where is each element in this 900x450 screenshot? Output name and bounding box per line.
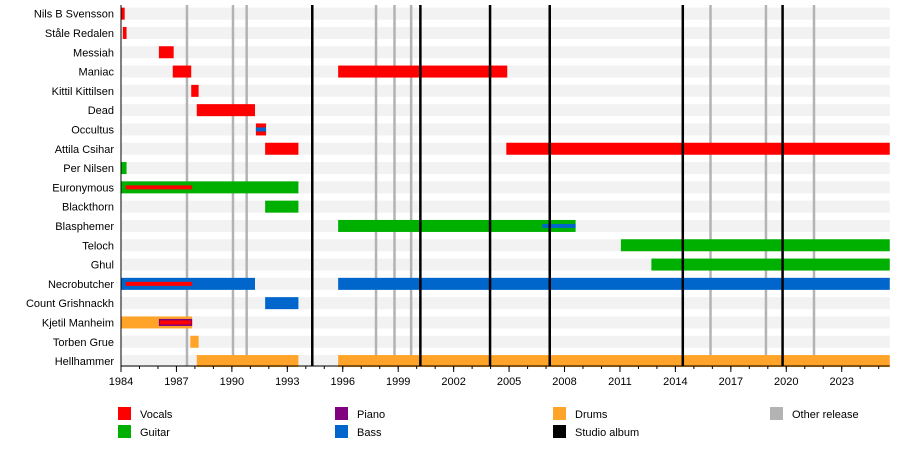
member-bar	[122, 26, 127, 39]
x-tick-label: 1984	[109, 376, 133, 388]
member-label: Occultus	[71, 124, 114, 136]
member-bar	[190, 335, 199, 348]
member-bar	[338, 277, 890, 290]
row-background	[121, 200, 890, 213]
row-background	[121, 123, 890, 136]
row-background	[121, 46, 890, 59]
member-label: Blackthorn	[62, 202, 114, 214]
member-bar	[620, 239, 890, 252]
member-bar	[265, 142, 299, 155]
member-label: Ghul	[91, 260, 114, 272]
x-tick-label: 2008	[552, 376, 576, 388]
member-label: Attila Csihar	[55, 144, 115, 156]
member-label: Per Nilsen	[63, 163, 114, 175]
x-tick-label: 1990	[220, 376, 244, 388]
member-bar	[172, 65, 192, 78]
member-stripe-inner	[159, 320, 192, 325]
row-background	[121, 297, 890, 310]
legend-swatch	[335, 425, 348, 438]
member-stripe	[125, 281, 193, 286]
legend-swatch	[118, 407, 131, 420]
legend-label: Piano	[357, 409, 385, 421]
row-background	[121, 316, 890, 329]
legend-label: Studio album	[575, 427, 639, 439]
member-label: Kjetil Manheim	[42, 317, 114, 329]
member-bar	[265, 297, 299, 310]
x-tick-label: 2011	[608, 376, 632, 388]
member-bar	[338, 219, 576, 232]
x-tick-label: 2005	[497, 376, 521, 388]
legend-label: Vocals	[140, 409, 173, 421]
member-label: Nils B Svensson	[34, 9, 114, 21]
member-bar	[506, 142, 890, 155]
member-label: Maniac	[79, 67, 115, 79]
member-label: Euronymous	[52, 182, 114, 194]
member-stripe	[255, 127, 267, 132]
row-background	[121, 7, 890, 20]
row-background	[121, 162, 890, 175]
x-tick-label: 2020	[774, 376, 798, 388]
member-bar	[121, 162, 127, 175]
member-stripe	[542, 223, 576, 228]
member-bar	[196, 104, 255, 117]
x-tick-label: 1993	[275, 376, 299, 388]
legend-swatch	[553, 407, 566, 420]
member-bar	[651, 258, 890, 271]
legend-swatch	[553, 425, 566, 438]
legend-label: Bass	[357, 427, 382, 439]
member-bar	[196, 355, 299, 368]
member-bar	[338, 65, 508, 78]
x-tick-label: 2023	[829, 376, 853, 388]
member-bar	[121, 181, 299, 194]
member-bar	[121, 7, 125, 20]
member-label: Blasphemer	[55, 221, 114, 233]
legend-swatch	[335, 407, 348, 420]
member-label: Dead	[88, 105, 114, 117]
member-bar	[191, 84, 199, 97]
x-tick-label: 2002	[441, 376, 465, 388]
x-tick-label: 1996	[331, 376, 355, 388]
member-label: Teloch	[82, 240, 114, 252]
legend-swatch	[118, 425, 131, 438]
x-tick-label: 1987	[164, 376, 188, 388]
member-label: Kittil Kittilsen	[52, 86, 114, 98]
member-bar	[158, 46, 174, 59]
legend-label: Guitar	[140, 427, 170, 439]
legend-label: Drums	[575, 409, 608, 421]
member-label: Ståle Redalen	[45, 28, 114, 40]
member-stripe	[125, 185, 193, 190]
row-background	[121, 26, 890, 39]
member-label: Count Grishnackh	[26, 298, 114, 310]
member-label: Torben Grue	[53, 337, 114, 349]
row-background	[121, 335, 890, 348]
x-tick-label: 2014	[663, 376, 687, 388]
legend-swatch	[770, 407, 783, 420]
x-tick-label: 2017	[719, 376, 743, 388]
row-background	[121, 84, 890, 97]
member-bar	[265, 200, 299, 213]
member-label: Messiah	[73, 47, 114, 59]
member-label: Hellhammer	[55, 356, 115, 368]
legend-label: Other release	[792, 409, 859, 421]
member-label: Necrobutcher	[48, 279, 114, 291]
x-tick-label: 1999	[386, 376, 410, 388]
member-bar	[338, 355, 890, 368]
